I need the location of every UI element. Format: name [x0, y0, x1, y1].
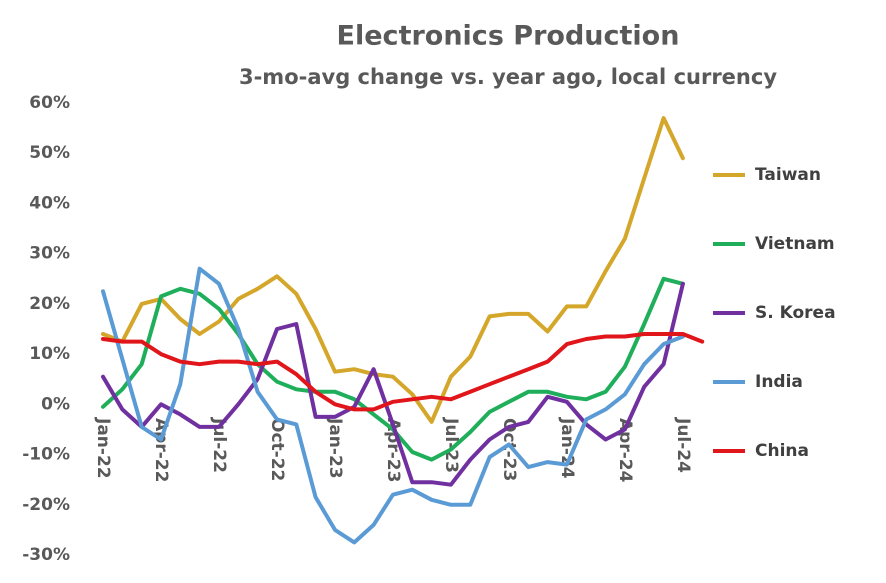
- legend-label: Taiwan: [755, 165, 821, 185]
- y-tick-label: 50%: [29, 143, 70, 163]
- series-line: [101, 266, 685, 545]
- y-tick-label: 0%: [41, 394, 70, 414]
- chart-subtitle: 3-mo-avg change vs. year ago, local curr…: [239, 65, 777, 89]
- chart-title: Electronics Production: [337, 21, 680, 52]
- x-tick-label: Jan-23: [325, 417, 345, 479]
- x-tick-label: Jul-23: [441, 417, 461, 473]
- series-line: [101, 332, 705, 412]
- series-line: [101, 116, 685, 424]
- y-tick-label: 60%: [29, 93, 70, 113]
- x-tick-label: Apr-22: [151, 418, 171, 482]
- legend-label: S. Korea: [755, 303, 836, 323]
- y-tick-label: 10%: [29, 344, 70, 364]
- y-tick-label: 30%: [29, 244, 70, 264]
- legend-label: China: [755, 441, 809, 461]
- y-tick-label: -20%: [22, 495, 70, 515]
- y-tick-label: 40%: [29, 193, 70, 213]
- x-tick-label: Oct-22: [267, 418, 287, 481]
- legend-label: Vietnam: [755, 234, 835, 254]
- y-tick-label: 20%: [29, 294, 70, 314]
- x-tick-label: Jan-22: [93, 417, 113, 479]
- x-tick-label: Oct-23: [499, 418, 519, 481]
- y-tick-label: -30%: [22, 545, 70, 565]
- y-tick-label: -10%: [22, 445, 70, 465]
- x-tick-label: Jul-24: [673, 417, 693, 473]
- x-tick-label: Jul-22: [209, 417, 229, 473]
- legend-label: India: [755, 372, 803, 392]
